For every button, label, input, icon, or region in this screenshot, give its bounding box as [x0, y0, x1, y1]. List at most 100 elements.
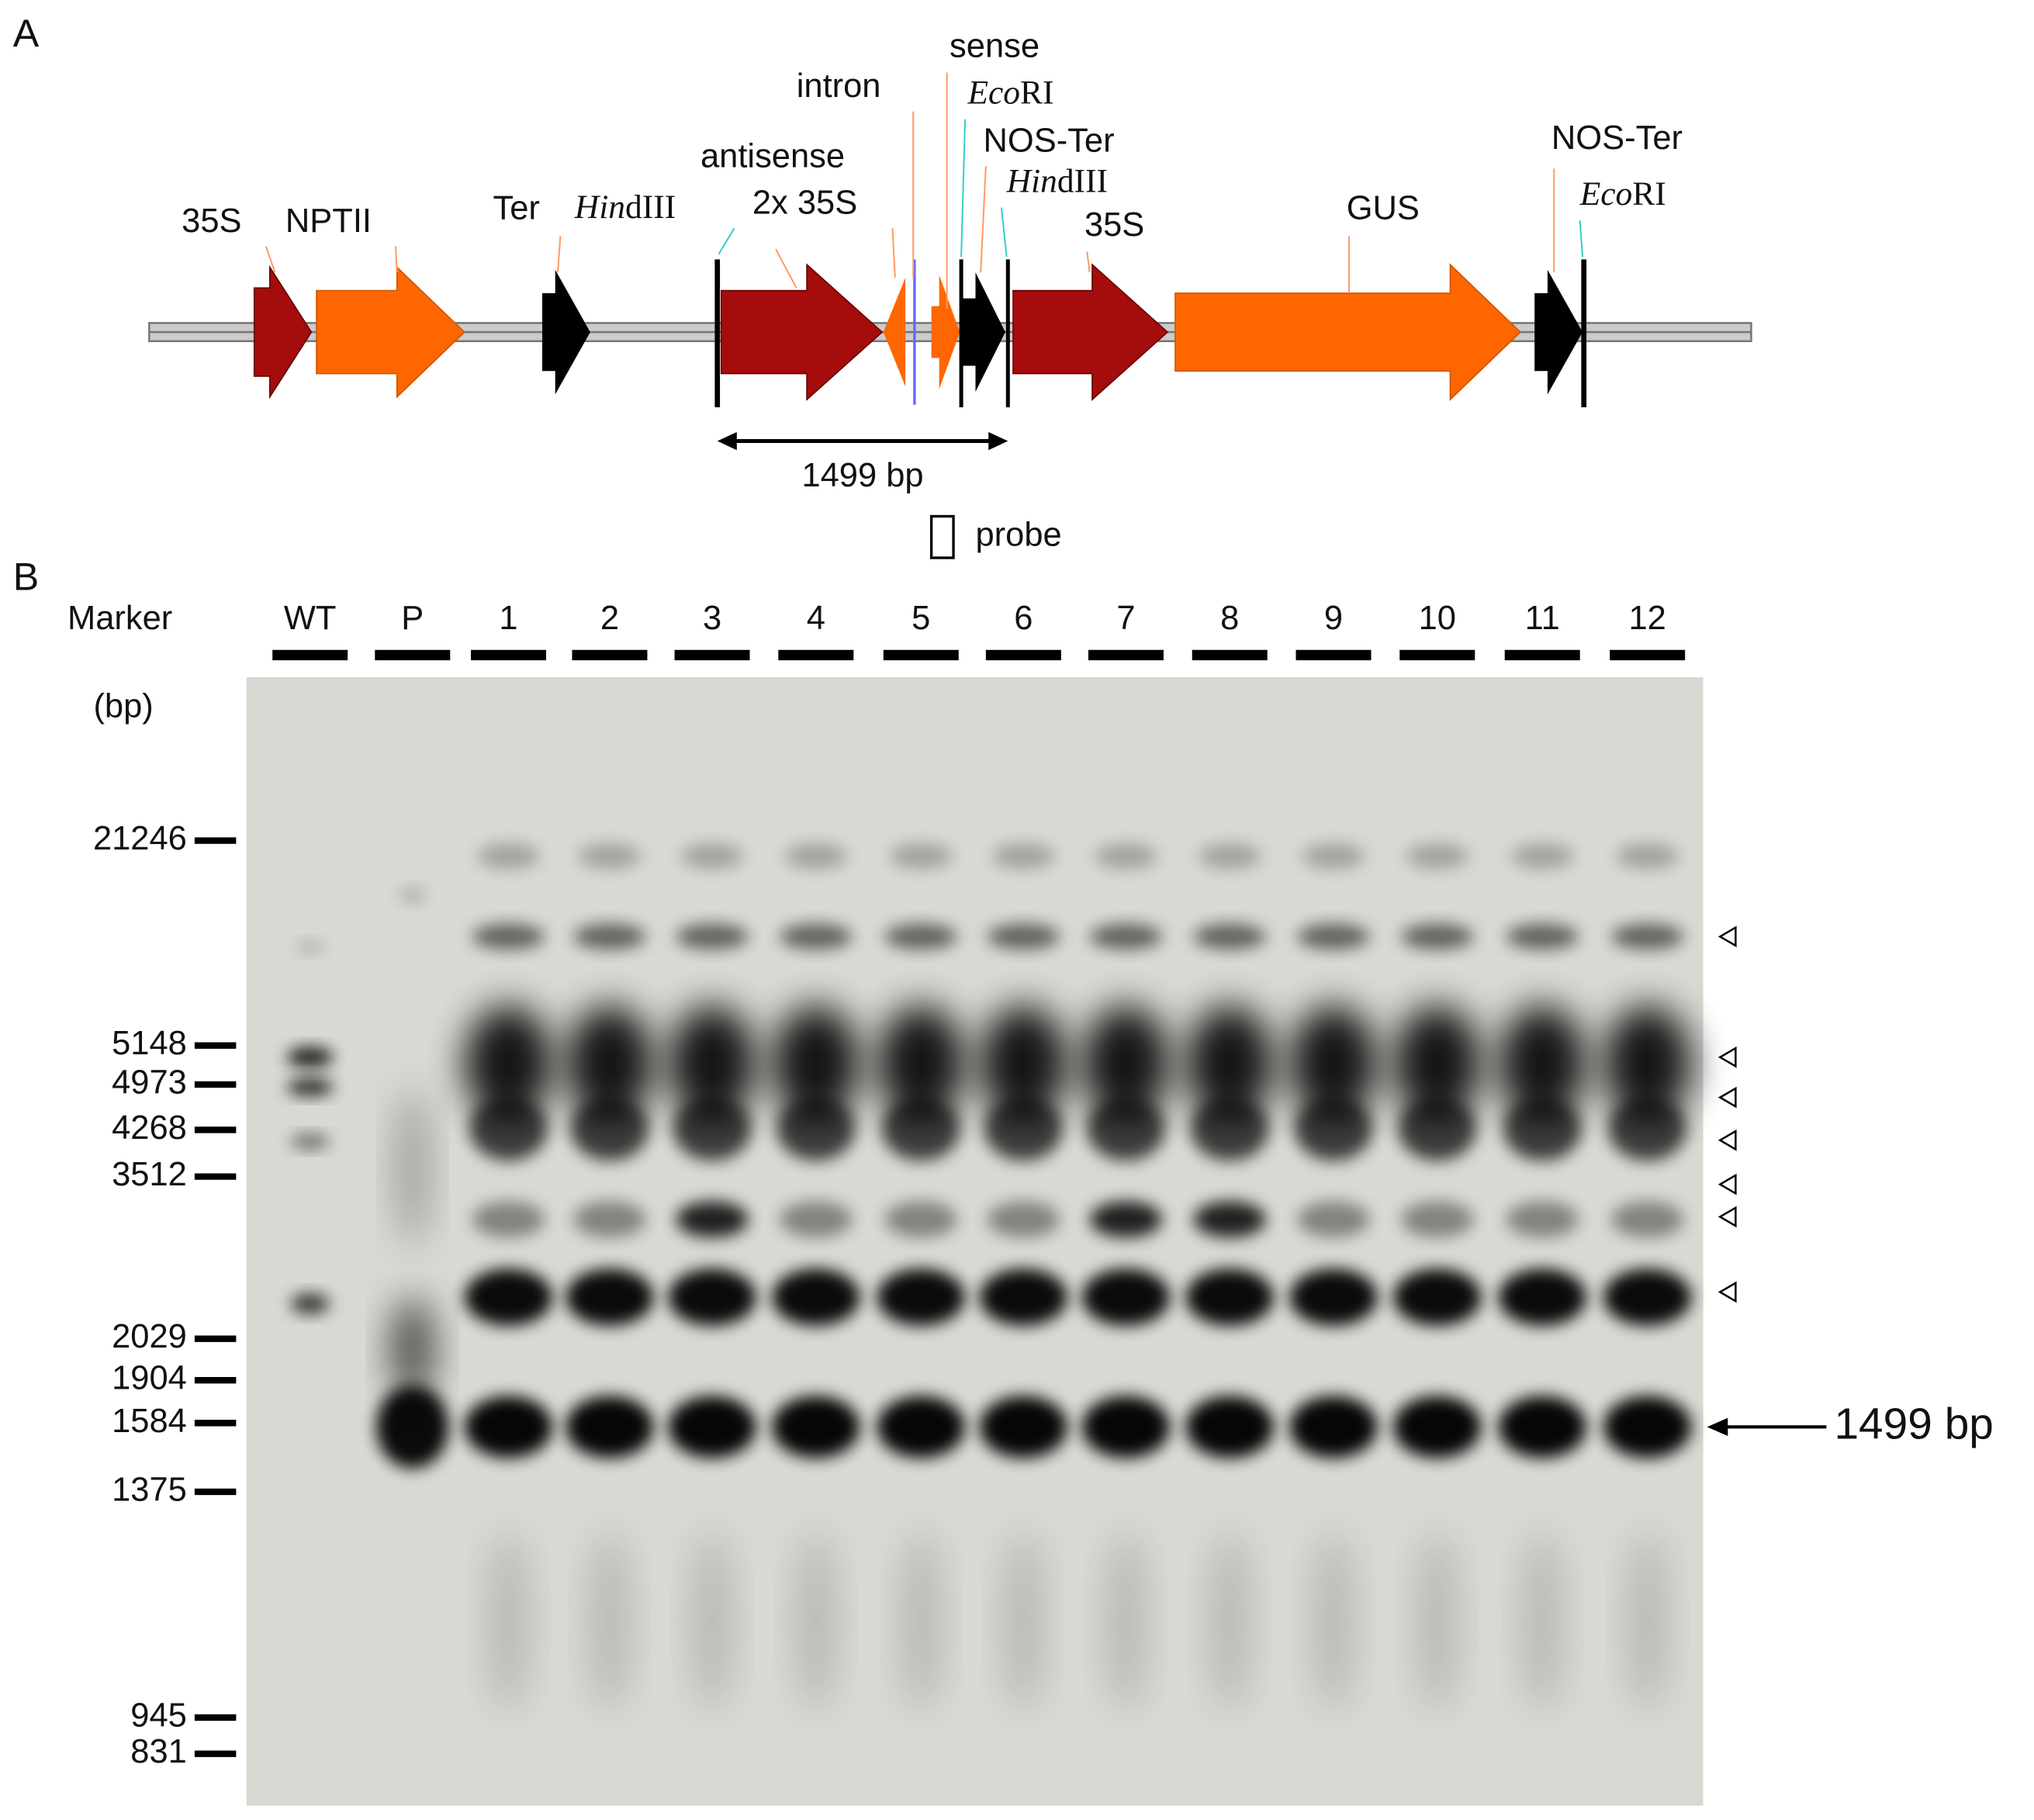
band — [1417, 1531, 1458, 1713]
band — [389, 1297, 436, 1401]
lane-label: 1 — [499, 600, 517, 637]
band — [884, 923, 958, 950]
band — [668, 1005, 756, 1123]
panel-label: A — [13, 12, 40, 55]
probe-label: probe — [975, 517, 1061, 554]
lane-label: 6 — [1014, 600, 1033, 637]
band — [1603, 1396, 1692, 1458]
band — [680, 843, 744, 870]
band — [290, 1293, 330, 1314]
band — [1392, 1005, 1482, 1123]
band — [668, 1268, 756, 1326]
band — [578, 843, 642, 870]
band — [780, 1201, 853, 1238]
band — [1089, 923, 1163, 950]
lane-bar — [1504, 649, 1580, 661]
band — [1289, 1005, 1378, 1123]
band — [877, 1268, 966, 1326]
size-label: 1499 bp — [1834, 1400, 1993, 1448]
lane-label: 3 — [703, 600, 721, 637]
italic-part: Eco — [967, 74, 1020, 112]
probe-box — [929, 514, 955, 559]
band — [1392, 1268, 1482, 1326]
marker-size-label: 2029 — [112, 1318, 187, 1355]
lane-bar — [1399, 649, 1475, 661]
band — [771, 1396, 860, 1458]
lane-bar — [1088, 649, 1164, 661]
roman-part: RI — [1632, 175, 1666, 213]
band — [1506, 923, 1579, 950]
band — [676, 1201, 749, 1238]
band — [1608, 1095, 1686, 1161]
band — [1603, 1005, 1692, 1123]
lane-bar — [272, 649, 348, 661]
feature-label: NPTII — [285, 202, 372, 240]
feature-label: intron — [797, 67, 881, 105]
band — [992, 843, 1055, 870]
band — [1610, 1201, 1684, 1238]
band — [469, 1095, 548, 1161]
marker-size-label: 1584 — [112, 1403, 187, 1440]
band — [1289, 1396, 1378, 1458]
lane-bar — [1295, 649, 1372, 661]
feature-label: GUS — [1347, 189, 1420, 227]
band — [296, 940, 323, 954]
panel-label: B — [13, 555, 39, 599]
lane-bar — [674, 649, 750, 661]
band — [1199, 843, 1261, 870]
band — [777, 1095, 855, 1161]
feature-label: 35S — [1084, 206, 1144, 244]
lane-label: 5 — [911, 600, 930, 637]
band — [464, 1396, 553, 1458]
band — [795, 1531, 837, 1713]
band — [487, 1531, 530, 1713]
band — [1081, 1005, 1171, 1123]
lane-bar — [778, 649, 854, 661]
leader-lines — [265, 72, 1584, 309]
band — [394, 1089, 431, 1246]
lane-label: 10 — [1419, 600, 1456, 637]
band — [1498, 1268, 1587, 1326]
band — [877, 1005, 966, 1123]
roman-part: dIII — [1057, 162, 1108, 199]
band — [1392, 1396, 1482, 1458]
band — [573, 923, 646, 950]
span-arrow — [717, 431, 1008, 451]
band — [1498, 1005, 1587, 1123]
band — [884, 1201, 958, 1238]
band — [1087, 1095, 1165, 1161]
band — [1191, 1095, 1269, 1161]
band — [472, 923, 545, 950]
feature-label: Ter — [493, 189, 539, 227]
band — [1400, 1201, 1474, 1238]
band — [771, 1005, 860, 1123]
feature-label: HindIII — [574, 189, 676, 226]
lane-label: 9 — [1324, 600, 1343, 637]
feature-label: 2x 35S — [752, 185, 857, 222]
band — [1089, 1201, 1163, 1238]
band — [987, 923, 1060, 950]
band — [1521, 1531, 1563, 1713]
band — [1002, 1531, 1045, 1713]
marker-size-label: 945 — [130, 1697, 187, 1734]
feature-label: NOS-Ter — [984, 122, 1115, 159]
band — [1610, 923, 1684, 950]
lane-label: 12 — [1628, 600, 1666, 637]
lane-bar — [471, 649, 547, 661]
marker-size-label: 1375 — [112, 1471, 187, 1508]
band — [1185, 1396, 1275, 1458]
band — [987, 1201, 1060, 1238]
band — [1302, 843, 1365, 870]
band — [1603, 1268, 1692, 1326]
band — [1095, 843, 1157, 870]
band — [1616, 843, 1679, 870]
band — [1185, 1005, 1275, 1123]
band — [979, 1268, 1068, 1326]
band — [1193, 923, 1267, 950]
construct — [253, 259, 1587, 408]
marker-size-label: 4973 — [112, 1064, 187, 1101]
roman-part: RI — [1020, 74, 1053, 112]
band — [573, 1201, 646, 1238]
band — [375, 1385, 449, 1469]
